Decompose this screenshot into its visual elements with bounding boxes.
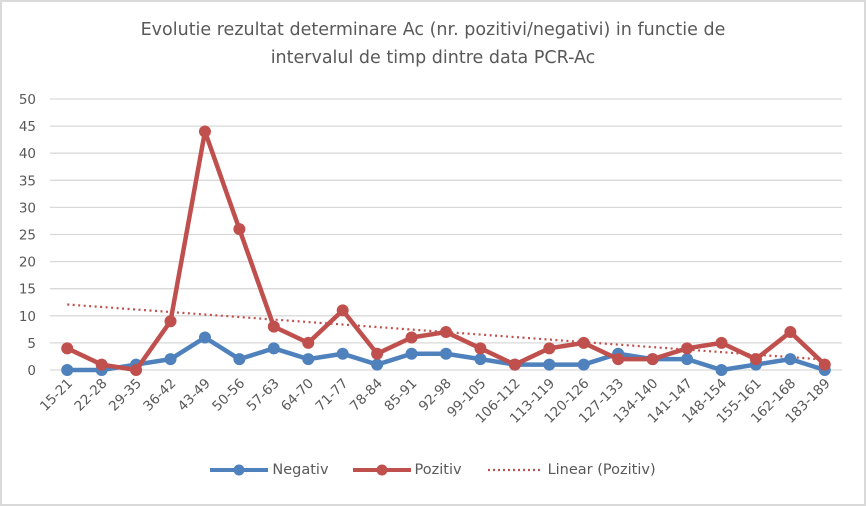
data-point-negativ[interactable] — [302, 353, 315, 366]
x-tick-label: 50-56 — [209, 376, 248, 415]
data-point-pozitiv[interactable] — [474, 342, 487, 355]
x-tick-label: 43-49 — [175, 376, 214, 415]
data-point-pozitiv[interactable] — [784, 326, 797, 339]
data-point-pozitiv[interactable] — [130, 364, 143, 376]
data-point-negativ[interactable] — [198, 331, 211, 344]
y-tick-label: 20 — [19, 255, 36, 271]
x-axis-ticks: 15-2122-2829-3536-4243-4950-5657-6364-70… — [37, 376, 834, 427]
data-point-pozitiv[interactable] — [440, 326, 452, 339]
legend-label-pozitiv: Pozitiv — [414, 462, 462, 478]
data-point-pozitiv[interactable] — [612, 353, 625, 366]
data-point-pozitiv[interactable] — [818, 358, 831, 371]
data-point-pozitiv[interactable] — [749, 353, 762, 366]
x-tick-label: 36-42 — [140, 376, 179, 415]
series-pozitiv — [61, 125, 831, 376]
data-point-negativ[interactable] — [784, 353, 797, 366]
data-point-negativ[interactable] — [164, 353, 177, 366]
legend-item-pozitiv[interactable]: Pozitiv — [352, 462, 462, 478]
y-tick-label: 50 — [19, 92, 36, 108]
y-tick-label: 15 — [19, 282, 36, 298]
data-point-pozitiv[interactable] — [405, 331, 418, 344]
chart-title: Evolutie rezultat determinare Ac (nr. po… — [0, 16, 866, 72]
y-tick-label: 25 — [19, 228, 36, 244]
x-tick-label: 85-91 — [381, 376, 420, 415]
x-tick-label: 71-77 — [312, 376, 351, 415]
data-point-pozitiv[interactable] — [164, 315, 177, 328]
data-point-pozitiv[interactable] — [543, 342, 556, 355]
x-tick-label: 64-70 — [278, 376, 317, 415]
legend: Negativ Pozitiv Linear (Pozitiv) — [0, 462, 866, 478]
legend-label-trendline: Linear (Pozitiv) — [547, 462, 656, 478]
x-tick-label: 78-84 — [347, 376, 386, 415]
data-point-pozitiv[interactable] — [336, 304, 349, 317]
y-tick-label: 10 — [19, 309, 36, 325]
x-tick-label: 29-35 — [106, 376, 145, 415]
data-point-pozitiv[interactable] — [233, 223, 246, 236]
series-negativ — [61, 331, 831, 376]
data-point-pozitiv[interactable] — [577, 336, 590, 349]
data-point-pozitiv[interactable] — [646, 353, 659, 366]
data-point-pozitiv[interactable] — [95, 358, 108, 371]
data-point-negativ[interactable] — [474, 353, 487, 366]
series-group — [61, 125, 831, 376]
data-point-pozitiv[interactable] — [715, 336, 728, 349]
gridlines — [50, 98, 842, 371]
negativ-line-marker-icon — [210, 464, 269, 476]
data-point-negativ[interactable] — [61, 364, 74, 376]
data-point-negativ[interactable] — [715, 364, 728, 376]
chart-title-line-2: intervalul de timp dintre data PCR-Ac — [270, 48, 596, 68]
data-point-pozitiv[interactable] — [302, 336, 315, 349]
data-point-negativ[interactable] — [336, 347, 349, 360]
legend-item-negativ[interactable]: Negativ — [210, 462, 329, 478]
legend-label-negativ: Negativ — [272, 462, 329, 478]
legend-item-trendline[interactable]: Linear (Pozitiv) — [486, 462, 656, 478]
x-tick-label: 15-21 — [37, 376, 76, 415]
data-point-pozitiv[interactable] — [61, 342, 74, 355]
y-tick-label: 35 — [19, 173, 36, 189]
data-point-negativ[interactable] — [577, 358, 590, 371]
data-point-pozitiv[interactable] — [267, 320, 280, 333]
y-tick-label: 5 — [27, 336, 36, 352]
data-point-pozitiv[interactable] — [198, 125, 211, 138]
x-tick-label: 22-28 — [71, 376, 110, 415]
y-tick-label: 45 — [19, 119, 36, 135]
data-point-negativ[interactable] — [681, 353, 694, 366]
data-point-negativ[interactable] — [267, 342, 280, 355]
data-point-negativ[interactable] — [405, 347, 418, 360]
data-point-pozitiv[interactable] — [508, 358, 521, 371]
pozitiv-line-marker-icon — [352, 464, 411, 476]
data-point-negativ[interactable] — [371, 358, 384, 371]
data-point-negativ[interactable] — [233, 353, 246, 366]
y-axis-ticks: 0 5 10 15 20 25 30 35 40 45 50 — [19, 92, 36, 379]
y-tick-label: 40 — [19, 146, 36, 162]
dotted-line-icon — [487, 468, 542, 472]
data-point-pozitiv[interactable] — [681, 342, 694, 355]
y-tick-label: 30 — [19, 200, 36, 216]
data-point-negativ[interactable] — [543, 358, 556, 371]
data-point-negativ[interactable] — [440, 347, 452, 360]
chart-title-line-1: Evolutie rezultat determinare Ac (nr. po… — [140, 20, 726, 40]
data-point-pozitiv[interactable] — [371, 347, 384, 360]
y-tick-label: 0 — [27, 363, 36, 379]
x-tick-label: 57-63 — [244, 376, 283, 415]
